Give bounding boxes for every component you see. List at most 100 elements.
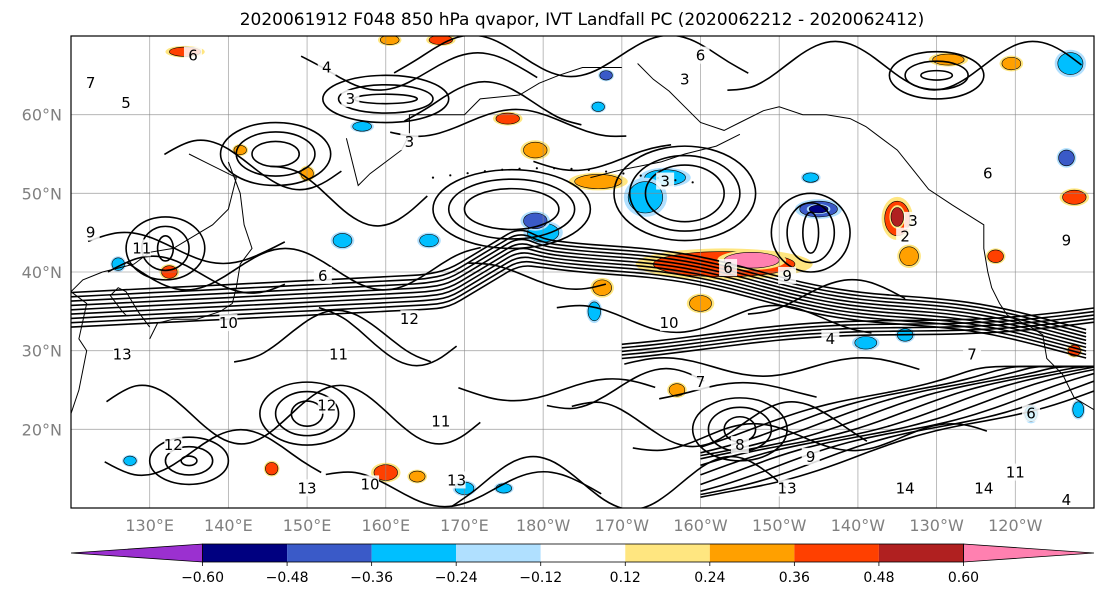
- contour-label-bg: [164, 436, 183, 454]
- contour-label-bg: [821, 329, 840, 347]
- colorbar-swatch: [371, 544, 457, 562]
- ivt-contour: [71, 234, 1087, 335]
- contour-label: 9: [86, 224, 96, 242]
- coastline: [149, 161, 253, 340]
- contour-label: 4: [826, 330, 836, 348]
- contour-label: 9: [806, 448, 816, 466]
- anomaly-patch: [1062, 189, 1087, 205]
- island-dot: [639, 174, 642, 177]
- island-dot: [570, 167, 573, 170]
- ivt-contour: [104, 428, 322, 477]
- longitude-tick-label: 160°E: [361, 516, 410, 535]
- ivt-contour: [432, 168, 592, 250]
- ivt-contour: [235, 131, 316, 177]
- colorbar-tick-label: 0.36: [779, 570, 810, 586]
- ivt-contour: [700, 368, 1094, 486]
- anomaly-patch: [591, 101, 605, 112]
- contour-label: 10: [660, 314, 679, 332]
- latitude-tick-label: 50°N: [22, 184, 62, 203]
- island-dot: [535, 167, 538, 170]
- ivt-contour: [71, 260, 1087, 356]
- island-dot: [466, 172, 469, 175]
- coastline: [590, 133, 741, 179]
- ivt-contour: [533, 144, 672, 172]
- contour-label: 13: [447, 471, 466, 489]
- ivt-contour: [632, 422, 988, 452]
- contour-label-bg: [1022, 404, 1041, 422]
- contour-label-bg: [1057, 231, 1076, 249]
- ivt-contour: [71, 252, 1087, 349]
- anomaly-patch: [987, 249, 1004, 263]
- ivt-contour: [148, 436, 230, 486]
- ivt-contour: [700, 372, 1094, 492]
- colorbar-tick-label: 0.24: [694, 570, 725, 586]
- anomaly-patch: [1072, 401, 1085, 418]
- contour-label-bg: [341, 89, 360, 107]
- ivt-contour: [904, 60, 969, 91]
- anomaly-patch: [854, 336, 878, 350]
- colorbar-extend-low: [70, 543, 203, 563]
- contour-label-bg: [660, 314, 679, 332]
- longitude-tick-label: 140°E: [204, 516, 253, 535]
- ivt-contour: [450, 455, 787, 508]
- colorbar-swatch: [794, 544, 879, 562]
- contour-label: 13: [298, 479, 317, 497]
- longitude-tick-label: 170°E: [440, 516, 489, 535]
- contour-label-bg: [691, 373, 710, 391]
- ivt-contour: [691, 397, 788, 462]
- ivt-contour: [621, 307, 1094, 346]
- anomaly-patch: [265, 462, 279, 476]
- colorbar-swatch: [456, 544, 541, 562]
- contour-label: 6: [1026, 405, 1036, 423]
- contour-label: 3: [405, 133, 415, 151]
- ivt-contour: [659, 381, 817, 400]
- anomaly-patch: [932, 53, 965, 66]
- island-dot: [622, 172, 625, 175]
- contour-label-bg: [132, 239, 151, 257]
- latitude-tick-label: 60°N: [22, 106, 62, 125]
- ivt-contour: [251, 140, 301, 168]
- ivt-contour: [644, 164, 725, 223]
- contour-label: 3: [680, 70, 690, 88]
- longitude-tick-label: 180°W: [516, 516, 571, 535]
- ivt-contour: [700, 365, 1094, 467]
- colorbar: −0.60 −0.48 −0.36 −0.24 −0.12 0.12 0.24 0.36 0.4…: [70, 543, 1095, 586]
- longitude-tick-label: 150°W: [752, 516, 807, 535]
- ivt-contour: [269, 165, 428, 227]
- longitude-tick-label: 120°W: [988, 516, 1043, 535]
- contour-label-bg: [778, 479, 797, 497]
- ivt-contour: [274, 390, 340, 437]
- ivt-contour: [802, 211, 820, 254]
- contour-label: 3: [346, 90, 356, 108]
- ivt-contour: [727, 40, 1082, 91]
- map-title: 2020061912 F048 850 hPa qvapor, IVT Land…: [240, 10, 925, 30]
- map-frame: [70, 35, 1095, 509]
- contour-label: 5: [121, 94, 131, 112]
- longitude-labels: 130°E 140°E 150°E 160°E 170°E 180°W 170°W 160°W…: [125, 516, 1042, 535]
- longitude-tick-label: 140°W: [831, 516, 886, 535]
- contour-label: 13: [778, 479, 797, 497]
- anomaly-patch: [1057, 52, 1084, 75]
- contour-label-bg: [431, 412, 450, 430]
- colorbar-extend-high: [963, 543, 1095, 563]
- ivt-contour: [71, 247, 1087, 345]
- ivt-contour: [700, 365, 1094, 460]
- longitude-tick-label: 160°W: [673, 516, 728, 535]
- ivt-contour: [463, 187, 560, 231]
- anomaly-patch: [899, 246, 919, 267]
- contour-label-bg: [978, 164, 997, 182]
- anomaly-patch: [599, 70, 613, 81]
- longitude-tick-label: 170°W: [595, 516, 650, 535]
- contour-label-bg: [298, 479, 317, 497]
- contour-label-bg: [1057, 491, 1076, 508]
- ivt-contour: [700, 366, 1094, 476]
- longitude-tick-label: 150°E: [283, 516, 332, 535]
- latitude-tick-label: 30°N: [22, 342, 62, 361]
- ivt-contour: [700, 365, 1094, 457]
- contour-label-bg: [691, 46, 710, 64]
- contour-label: 11: [329, 346, 348, 364]
- colorbar-swatch: [709, 544, 795, 562]
- contour-label: 11: [132, 239, 151, 257]
- ivt-contour: [404, 80, 582, 126]
